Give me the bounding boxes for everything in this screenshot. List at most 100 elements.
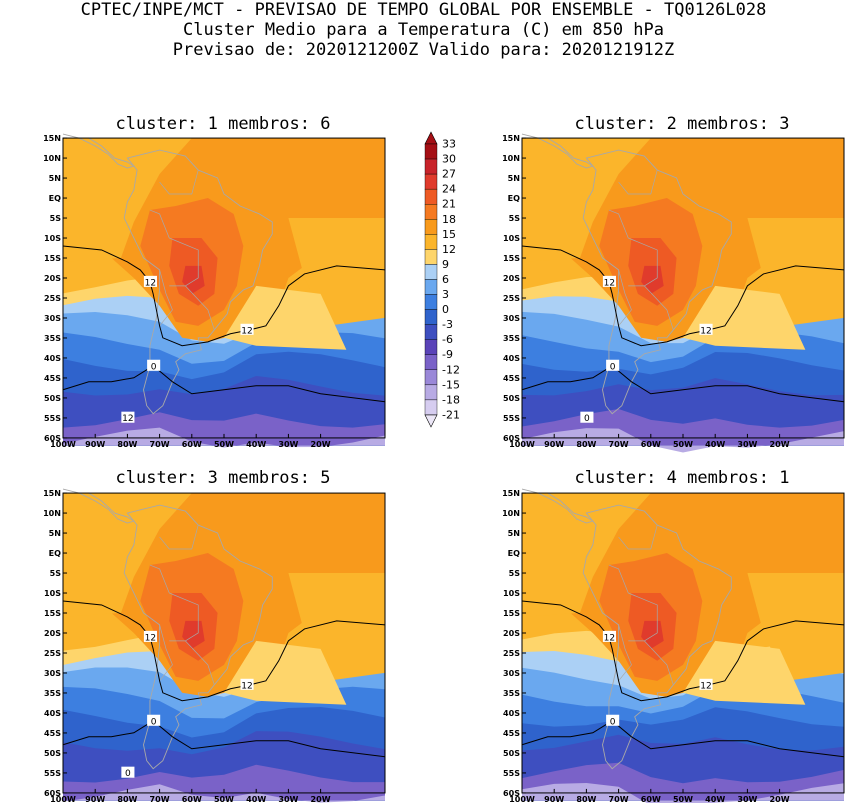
- contour-label-text: 12: [145, 278, 157, 288]
- lat-tick-label: 60S: [503, 434, 520, 443]
- colorbar-swatch: [424, 279, 438, 295]
- lon-tick-label: 80W: [576, 440, 596, 449]
- lat-tick-label: 45S: [503, 374, 520, 383]
- contour-label-text: 12: [122, 414, 134, 424]
- colorbar-swatch: [424, 219, 438, 235]
- contour-label: 12: [143, 630, 157, 643]
- colorbar-label: 27: [442, 168, 456, 181]
- panel-2-map: 12 12 0 0 15N 10N 5N EQ 5S 10S 15S 20S 25S 30S 35S 40S 4…: [502, 133, 845, 453]
- lat-tick-label: 40S: [44, 709, 61, 718]
- lat-tick-label: 60S: [503, 789, 520, 798]
- lat-tick-label: 15N: [502, 134, 520, 143]
- lon-tick-label: 60W: [182, 440, 202, 449]
- panel-1-title: cluster: 1 membros: 6: [115, 114, 331, 134]
- lat-tick-label: 15N: [43, 489, 61, 498]
- colorbar-swatch: [424, 399, 438, 416]
- contour-0: [521, 720, 845, 758]
- panel-3-title: cluster: 3 membros: 5: [115, 468, 331, 488]
- lat-tick-label: 5S: [509, 569, 521, 578]
- lon-tick-label: 30W: [278, 440, 298, 449]
- colorbar-label: 18: [442, 213, 456, 226]
- colorbar-label: -12: [442, 363, 460, 376]
- lat-tick-label: 45S: [44, 374, 61, 383]
- lat-tick-label: 15S: [503, 254, 520, 263]
- contour-label-text: 12: [145, 633, 157, 643]
- contour-label: 12: [602, 275, 616, 288]
- panel-1-map: 12 12 0 12 15N 10N 5N EQ 5S 10S 15S 20S 25S 30S 35S 40S…: [43, 133, 386, 449]
- contour-label: 12: [699, 323, 713, 336]
- lat-tick-label: 30S: [503, 314, 520, 323]
- lat-tick-label: 20S: [503, 274, 520, 283]
- colorbar-label: 6: [442, 273, 449, 286]
- colorbar-label: -9: [442, 348, 453, 361]
- lat-tick-label: 40S: [503, 709, 520, 718]
- lon-tick-label: 60W: [641, 440, 661, 449]
- lat-tick-label: 5S: [50, 214, 62, 223]
- contour-label-text: 12: [241, 681, 253, 691]
- lat-tick-label: 35S: [44, 334, 61, 343]
- lon-tick-label: 70W: [150, 795, 170, 803]
- lat-tick-label: 10N: [43, 154, 61, 163]
- lon-tick-label: 100W: [50, 795, 76, 803]
- lon-tick-label: 40W: [705, 795, 725, 803]
- colorbar-label: 21: [442, 198, 456, 211]
- contour-label: 0: [147, 714, 161, 727]
- lon-tick-label: 20W: [311, 795, 331, 803]
- panel-3-map: 12 12 0 0 15N 10N 5N EQ 5S 10S 15S 20S 25S 30S 35S 40S 4…: [43, 488, 386, 803]
- colorbar-swatch: [424, 294, 438, 310]
- temperature-band: [522, 782, 844, 803]
- lat-tick-label: 50S: [503, 749, 520, 758]
- colorbar-label: -21: [442, 408, 460, 421]
- contour-label: 12: [121, 411, 135, 424]
- contour-12: [521, 245, 845, 347]
- lon-tick-label: 80W: [117, 440, 137, 449]
- figure-header: CPTEC/INPE/MCT - PREVISAO DE TEMPO GLOBA…: [0, 0, 847, 60]
- colorbar-swatch: [424, 249, 438, 265]
- colorbar-swatch: [424, 324, 438, 340]
- lat-tick-label: 50S: [44, 749, 61, 758]
- lat-tick-label: 25S: [503, 649, 520, 658]
- lon-tick-label: 50W: [214, 440, 234, 449]
- lat-tick-label: 10S: [44, 589, 61, 598]
- lon-tick-label: 100W: [50, 440, 76, 449]
- contour-label: 12: [240, 678, 254, 691]
- colorbar-swatch: [424, 143, 438, 160]
- colorbar-swatch: [424, 173, 438, 190]
- colorbar-swatch: [424, 158, 438, 175]
- colorbar-label: -15: [442, 378, 460, 391]
- contour-0: [62, 365, 386, 403]
- colorbar-swatch: [424, 339, 438, 355]
- lon-tick-label: 30W: [737, 440, 757, 449]
- lon-tick-label: 70W: [609, 440, 629, 449]
- colorbar-label: -3: [442, 318, 453, 331]
- colorbar-swatch: [424, 384, 438, 401]
- lat-tick-label: 20S: [503, 629, 520, 638]
- colorbar-swatch: [424, 204, 438, 220]
- colorbar-label: 15: [442, 228, 456, 241]
- lat-tick-label: 5N: [49, 529, 61, 538]
- contour-label-text: 0: [610, 717, 616, 727]
- contour-label-text: 0: [125, 769, 131, 779]
- colorbar-label: -18: [442, 393, 460, 406]
- contour-label-text: 0: [610, 362, 616, 372]
- colorbar-min-arrow: [424, 414, 438, 428]
- lon-tick-label: 20W: [770, 440, 790, 449]
- contour-label-text: 12: [604, 633, 616, 643]
- contour-12: [62, 600, 386, 702]
- lat-tick-label: 40S: [503, 354, 520, 363]
- colorbar-label: 9: [442, 258, 449, 271]
- lat-tick-label: EQ: [49, 194, 61, 203]
- lat-tick-label: 15S: [44, 254, 61, 263]
- colorbar-label: 30: [442, 153, 456, 166]
- panel-4-map: 12 12 0 15N 10N 5N EQ 5S 10S 15S 20S 25S 30S 35S 40S 45…: [502, 488, 845, 803]
- lat-tick-label: 60S: [44, 789, 61, 798]
- lat-tick-label: 25S: [503, 294, 520, 303]
- lat-tick-label: EQ: [49, 549, 61, 558]
- temperature-band: [63, 784, 385, 803]
- lon-tick-label: 90W: [85, 440, 105, 449]
- lat-tick-label: 5N: [49, 174, 61, 183]
- contour-label: 12: [240, 323, 254, 336]
- lon-tick-label: 100W: [509, 795, 535, 803]
- lat-tick-label: 35S: [44, 689, 61, 698]
